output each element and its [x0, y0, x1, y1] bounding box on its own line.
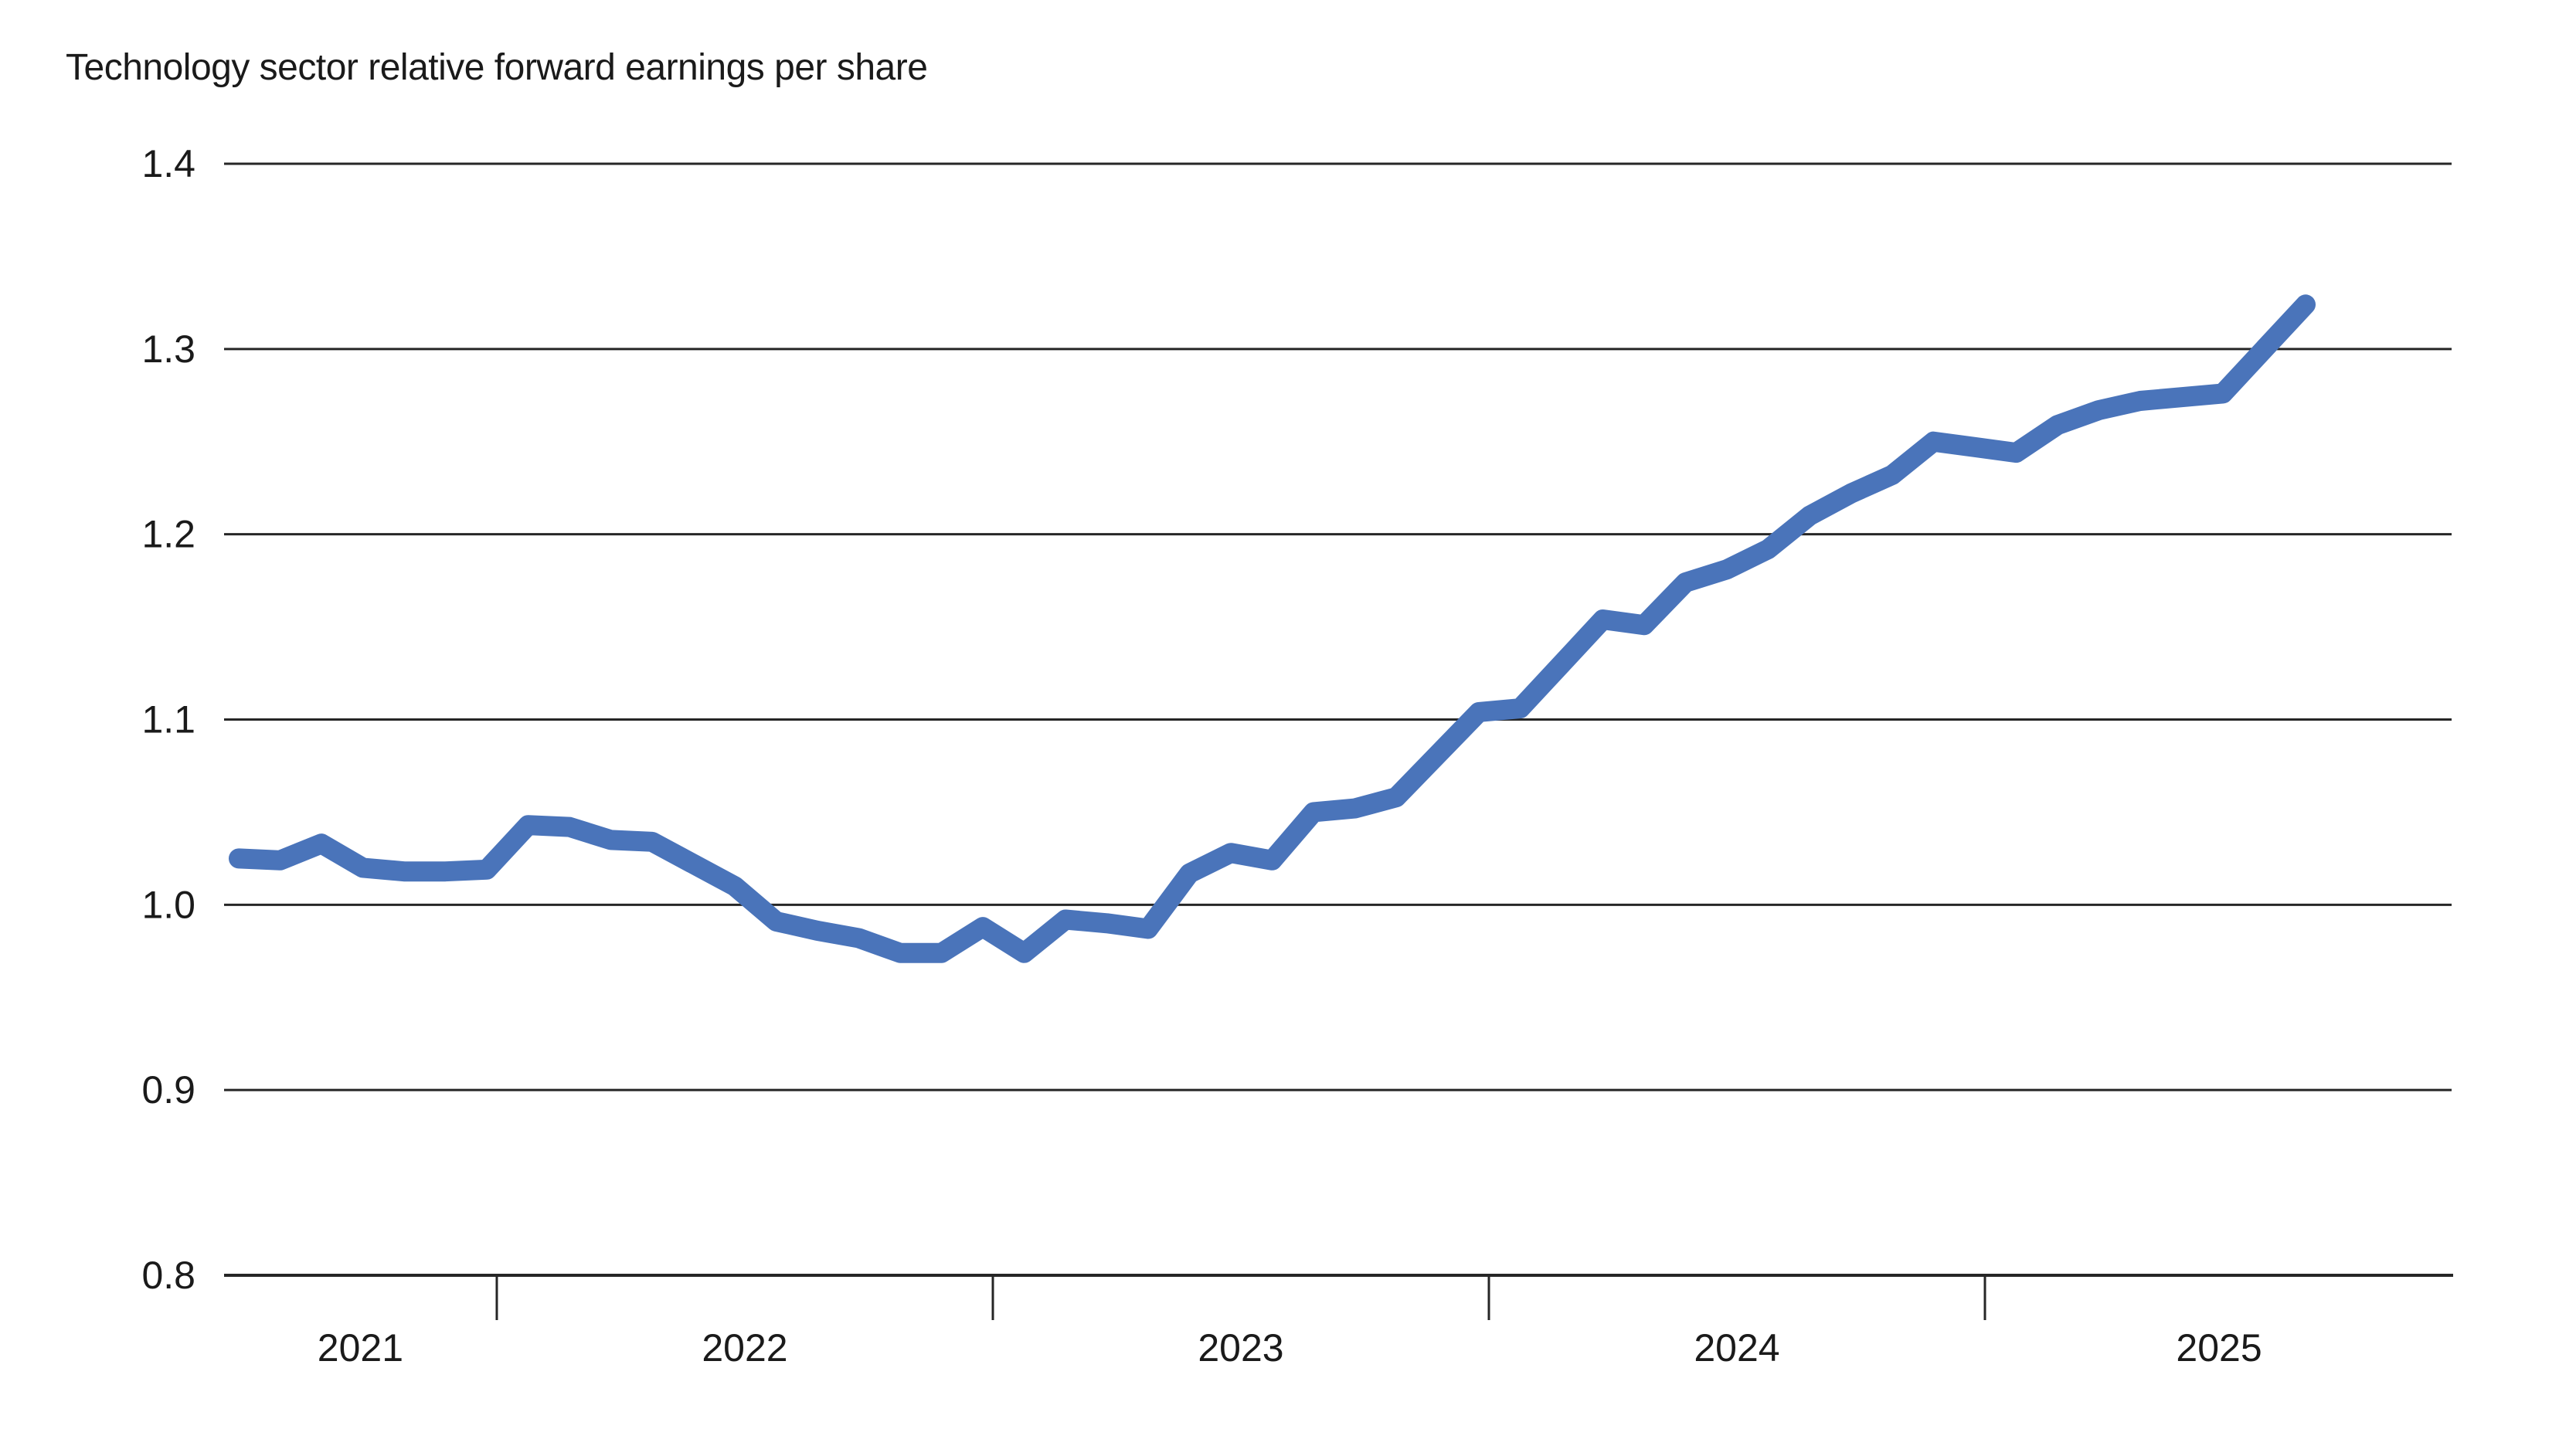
x-axis-year-label: 2022: [702, 1326, 787, 1370]
y-axis-tick-label: 1.3: [141, 328, 195, 371]
data-series-line: [229, 294, 2316, 963]
y-axis-tick-label: 1.0: [141, 883, 195, 926]
y-axis-tick-label: 1.2: [141, 513, 195, 556]
y-axis-tick-label: 0.9: [141, 1068, 195, 1112]
chart-title: Technology sector relative forward earni…: [66, 47, 928, 88]
y-axis-tick-label: 1.1: [141, 698, 195, 742]
x-axis-year-label: 2024: [1694, 1326, 1779, 1370]
y-axis-tick-label: 0.8: [141, 1254, 195, 1297]
x-axis-year-label: 2021: [318, 1326, 403, 1370]
x-axis-year-label: 2023: [1198, 1326, 1283, 1370]
x-axis-year-label: 2025: [2176, 1326, 2262, 1370]
y-axis-tick-label: 1.4: [141, 142, 195, 185]
